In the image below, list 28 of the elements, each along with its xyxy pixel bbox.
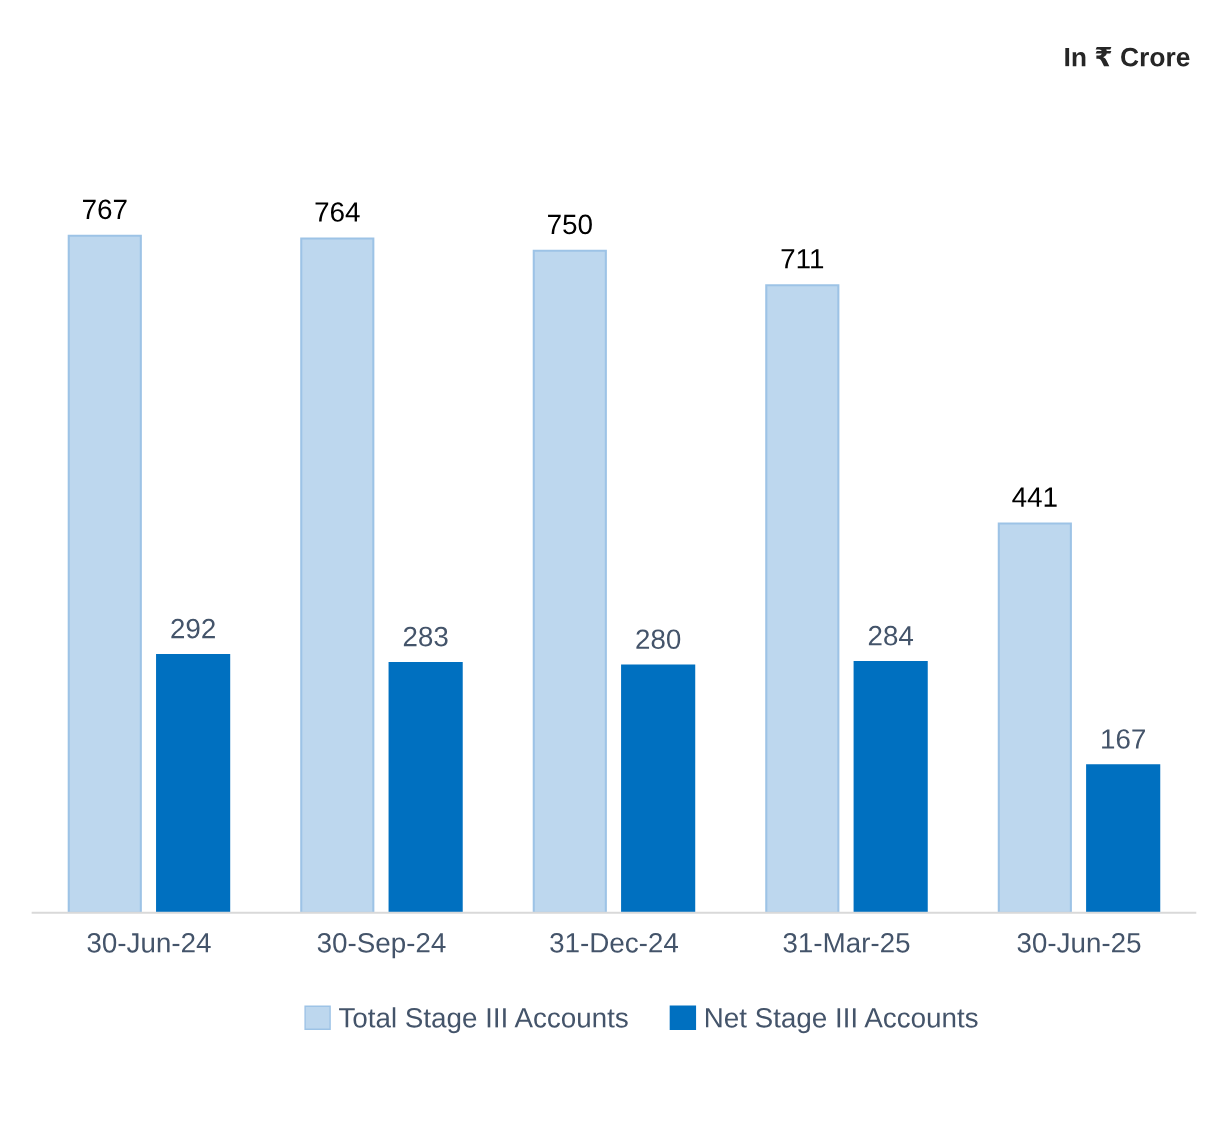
legend-label: Total Stage III Accounts (339, 1007, 628, 1034)
data-label: 283 (403, 626, 448, 647)
data-label: 711 (781, 249, 824, 269)
bar (1086, 764, 1161, 913)
bar (67, 234, 142, 913)
x-tick-label: 30-Jun-25 (1017, 932, 1141, 953)
bar (997, 522, 1072, 913)
x-tick-label: 30-Jun-24 (87, 932, 211, 953)
bar (621, 664, 696, 913)
bar (156, 654, 231, 913)
bar (765, 284, 840, 913)
data-label: 167 (1102, 729, 1145, 749)
data-label: 292 (171, 618, 215, 639)
bar (532, 249, 607, 913)
bar (388, 661, 463, 913)
data-label: 441 (1012, 487, 1057, 507)
bar (853, 661, 928, 913)
x-tick-label: 31-Dec-24 (550, 932, 679, 953)
x-tick-label: 30-Sep-24 (317, 932, 446, 959)
data-label: 280 (636, 629, 681, 650)
data-label: 767 (83, 199, 127, 220)
text: In ₹ Crore (1065, 46, 1190, 67)
data-label: 750 (548, 214, 592, 235)
bar (300, 237, 375, 913)
x-tick-label: 31-Mar-25 (783, 932, 910, 953)
data-label: 284 (868, 625, 914, 646)
legend-label: Net Stage III Accounts (705, 1007, 978, 1034)
data-label: 764 (315, 202, 360, 222)
